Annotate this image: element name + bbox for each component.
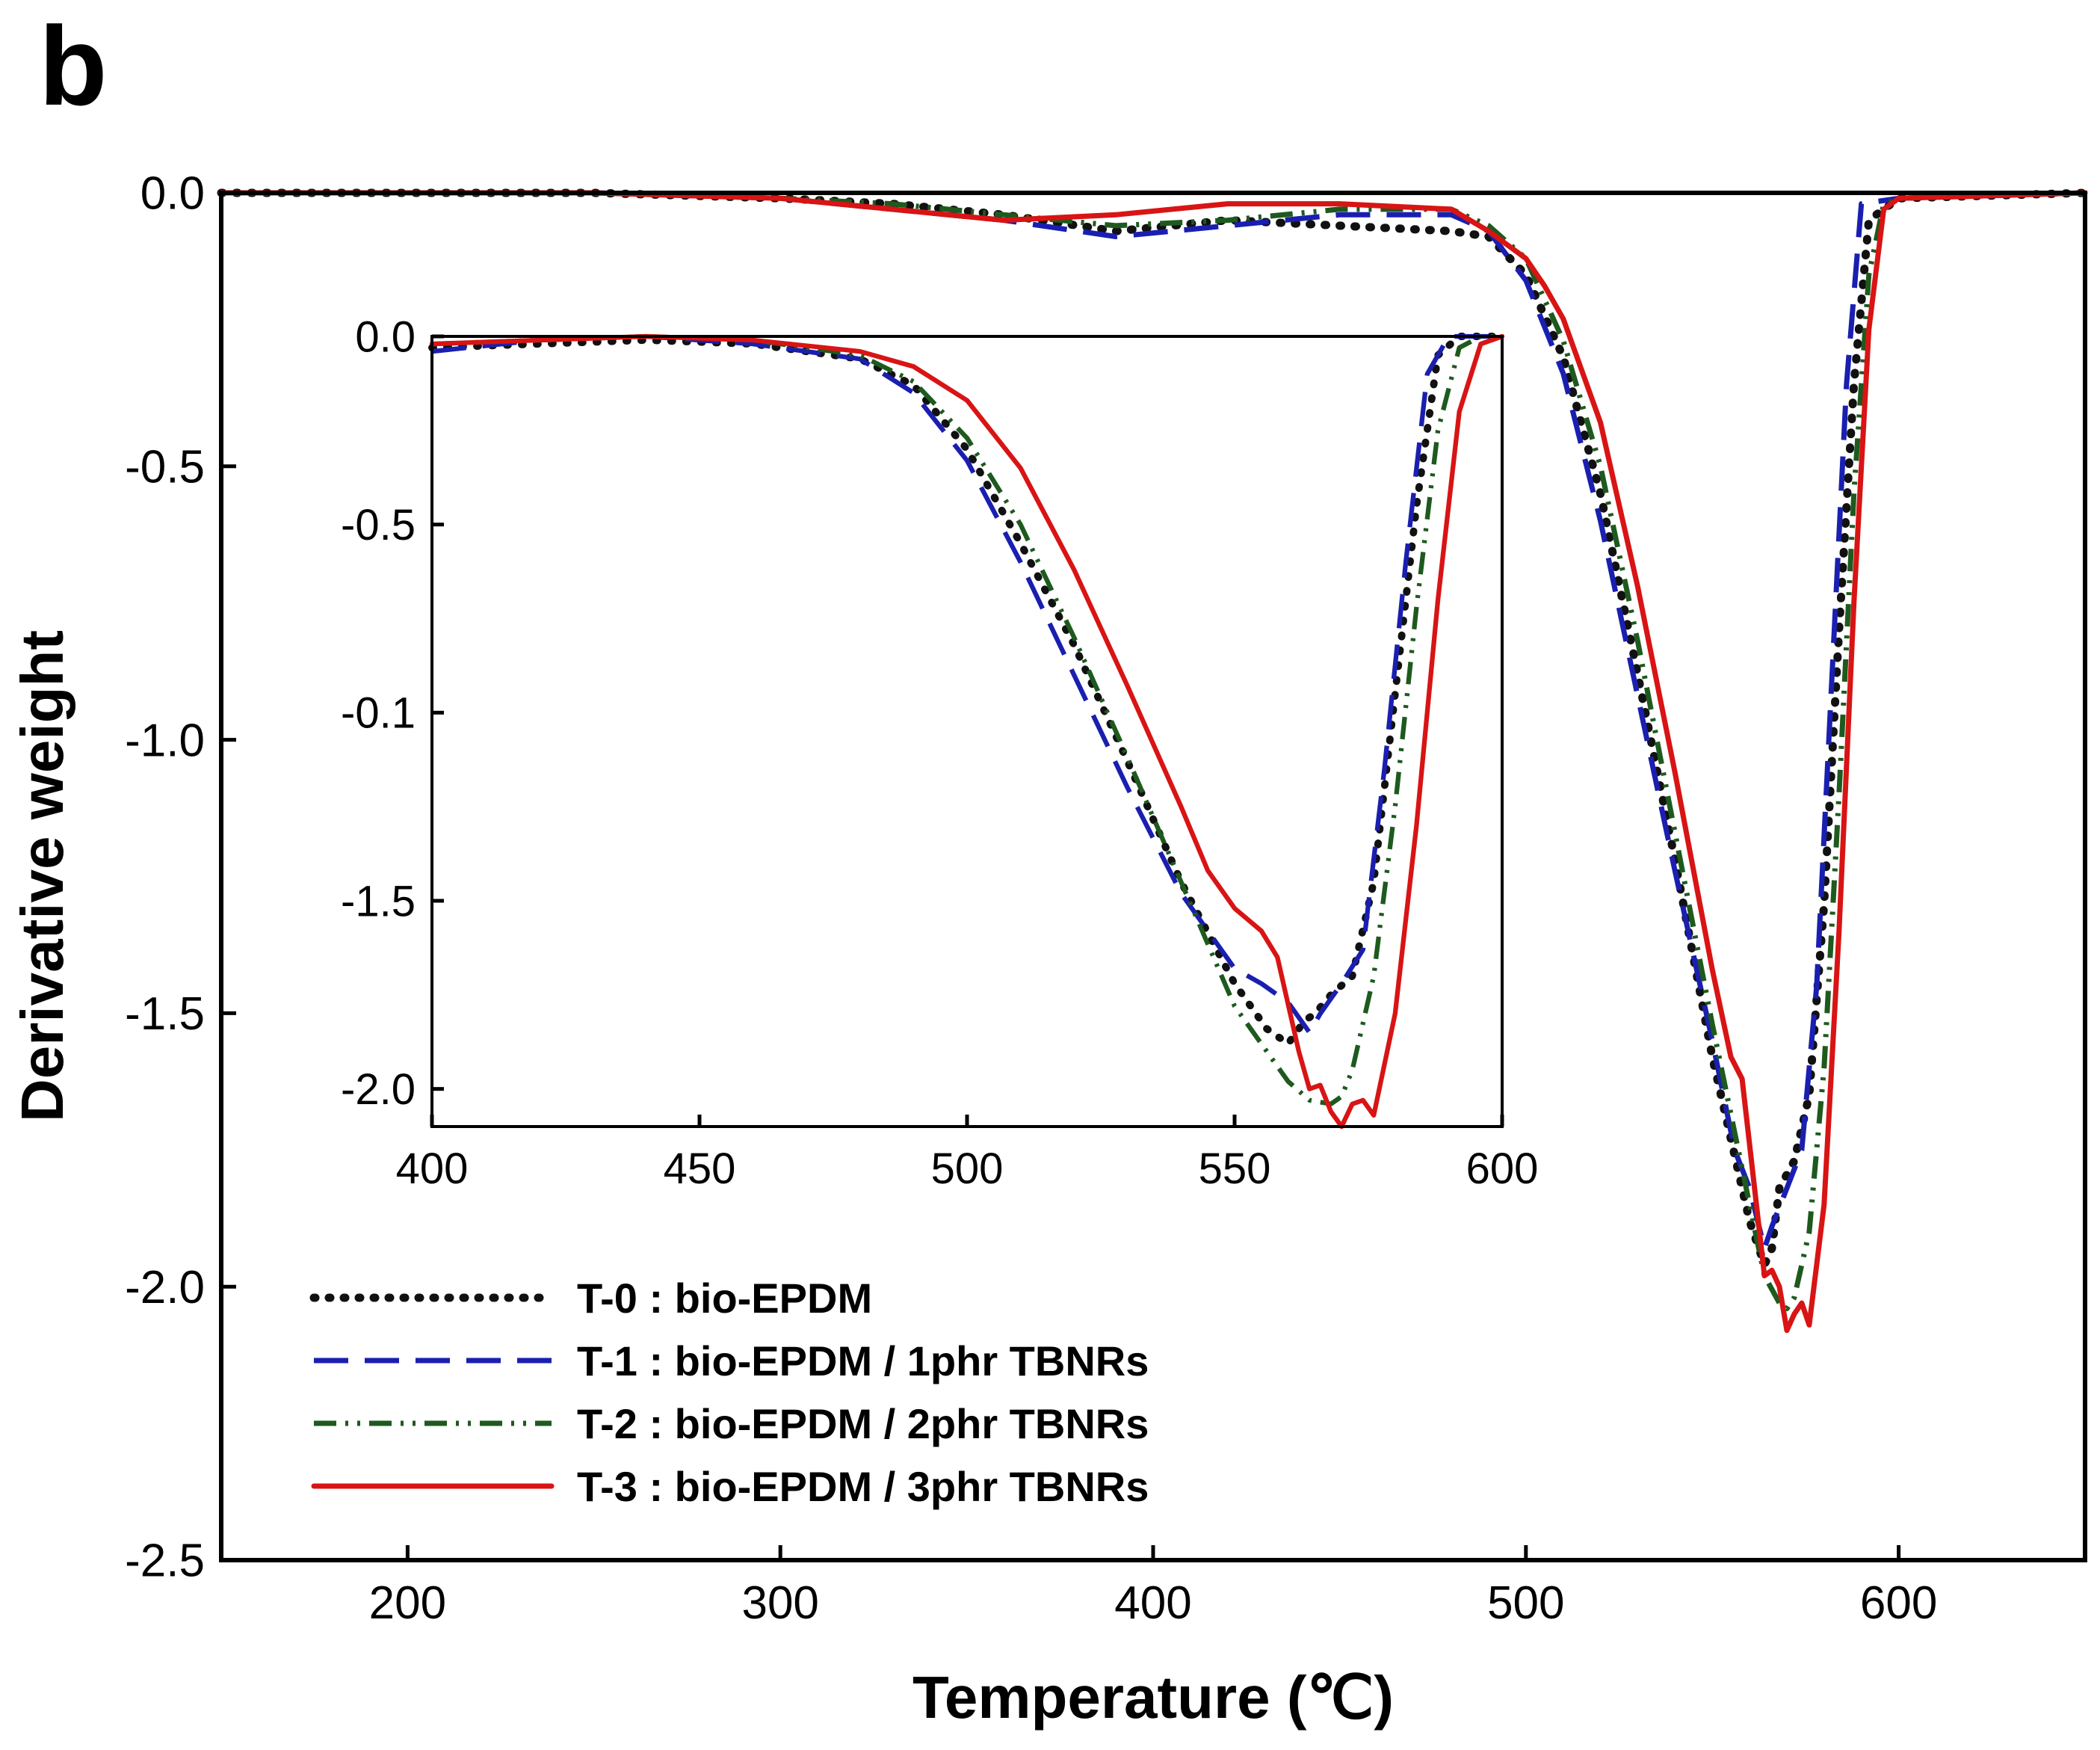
inset-y-tick-label: -0.1 bbox=[341, 689, 416, 738]
main-series-line-t2 bbox=[221, 190, 2086, 1311]
main-x-tick-label: 200 bbox=[369, 1577, 446, 1629]
main-x-tick-label: 500 bbox=[1487, 1577, 1564, 1629]
inset-x-tick-label: 400 bbox=[396, 1144, 469, 1193]
main-series-line-t0 bbox=[217, 188, 2090, 1269]
main-y-axis: 0.0 -0.5 -1.0 -1.5 -2.0 -2.5 bbox=[125, 168, 236, 1587]
legend: T-0 : bio-EPDM T-1 : bio-EPDM / 1phr TBNR… bbox=[309, 1275, 1149, 1510]
inset-series-line-t1 bbox=[431, 333, 1502, 1035]
inset-y-tick-label: -0.5 bbox=[341, 501, 416, 549]
main-x-tick-label: 300 bbox=[741, 1577, 818, 1629]
main-y-tick-label: -1.5 bbox=[125, 988, 205, 1040]
inset-series-group bbox=[428, 333, 1506, 1130]
inset-x-axis: 400 450 500 550 600 bbox=[396, 1115, 1539, 1193]
legend-label-t0: T-0 : bio-EPDM bbox=[577, 1275, 872, 1322]
inset-plot: 400 450 500 550 600 0.0 -0.5 -0.1 -1.5 -2.0 bbox=[341, 312, 1538, 1193]
panel-label: b bbox=[39, 3, 108, 129]
legend-label-t3: T-3 : bio-EPDM / 3phr TBNRs bbox=[577, 1463, 1149, 1510]
main-series-line-t3 bbox=[218, 190, 2088, 1334]
inset-series-line-t0 bbox=[428, 333, 1506, 1048]
main-y-tick-label: -0.5 bbox=[125, 442, 205, 493]
inset-series-line-t3 bbox=[429, 333, 1505, 1130]
inset-x-tick-label: 600 bbox=[1466, 1144, 1539, 1193]
legend-label-t2: T-2 : bio-EPDM / 2phr TBNRs bbox=[577, 1400, 1149, 1447]
main-x-axis-title: Temperature (℃) bbox=[912, 1664, 1394, 1731]
main-y-tick-label: -2.5 bbox=[125, 1535, 205, 1587]
inset-background bbox=[432, 336, 1502, 1127]
main-series-group bbox=[217, 188, 2090, 1334]
main-y-tick-label: -2.0 bbox=[125, 1262, 205, 1313]
legend-label-t1: T-1 : bio-EPDM / 1phr TBNRs bbox=[577, 1337, 1149, 1384]
inset-x-tick-label: 500 bbox=[931, 1144, 1004, 1193]
main-x-tick-label: 600 bbox=[1860, 1577, 1937, 1629]
main-series-line-t1 bbox=[221, 190, 2086, 1251]
main-y-axis-title: Derivative weight bbox=[9, 630, 75, 1122]
inset-y-tick-label: -2.0 bbox=[341, 1065, 416, 1114]
inset-y-tick-label: 0.0 bbox=[355, 312, 416, 361]
inset-x-tick-label: 550 bbox=[1199, 1144, 1271, 1193]
inset-y-tick-label: -1.5 bbox=[341, 877, 416, 925]
main-x-tick-label: 400 bbox=[1114, 1577, 1191, 1629]
inset-y-axis: 0.0 -0.5 -0.1 -1.5 -2.0 bbox=[341, 312, 444, 1114]
main-x-axis: 200 300 400 500 600 bbox=[369, 1545, 1937, 1629]
inset-x-tick-label: 450 bbox=[664, 1144, 736, 1193]
main-plot: 200 300 400 500 600 0.0-0.5-1.0-1.5-2.0-2.5 … bbox=[9, 168, 2090, 1731]
main-y-tick-label: 0.0 bbox=[140, 168, 205, 220]
main-y-tick-label: -1.0 bbox=[125, 715, 205, 766]
